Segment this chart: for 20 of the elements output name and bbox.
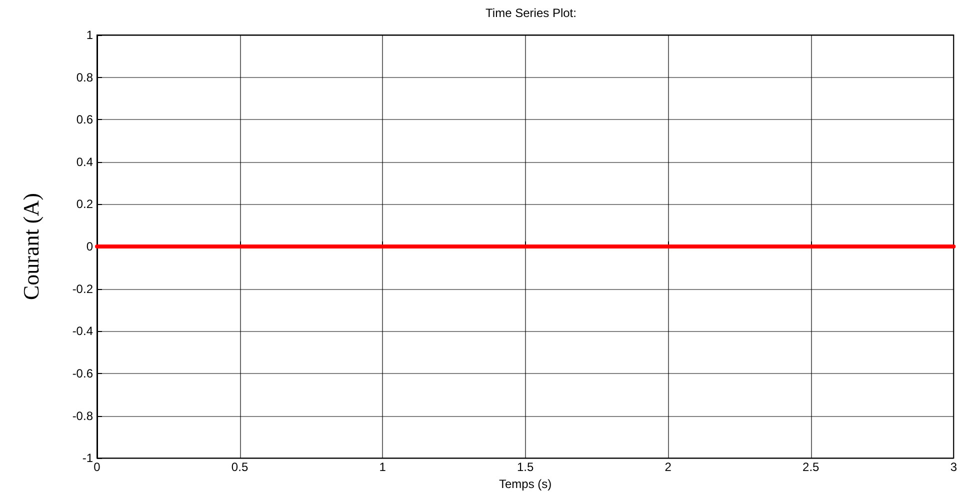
y-tick-label: -0.6 (72, 366, 94, 380)
x-tick-label: 1 (379, 460, 386, 474)
y-tick-label: -0.8 (72, 408, 94, 423)
y-tick-label: 1 (86, 28, 94, 42)
y-tick-label: -0.4 (72, 324, 94, 338)
x-axis-title: Temps (s) (498, 477, 552, 491)
chart-title: Time Series Plot: (486, 6, 576, 20)
x-tick-label: 0.5 (231, 460, 248, 474)
y-tick-label: 0 (86, 240, 94, 254)
x-tick-label: 3 (950, 460, 958, 474)
y-tick-label: -1 (82, 451, 94, 466)
y-tick-label: -0.2 (72, 282, 94, 296)
x-tick-label: 1.5 (516, 460, 534, 474)
y-axis-title: Courant (A) (18, 193, 44, 300)
x-tick-label: 2.5 (802, 460, 820, 474)
x-tick-label: 2 (664, 460, 672, 474)
y-tick-label: 0.2 (76, 197, 94, 212)
y-tick-label: 0.6 (76, 112, 94, 127)
y-tick-label: 0.8 (76, 70, 94, 84)
y-tick-label: 0.4 (76, 154, 94, 169)
